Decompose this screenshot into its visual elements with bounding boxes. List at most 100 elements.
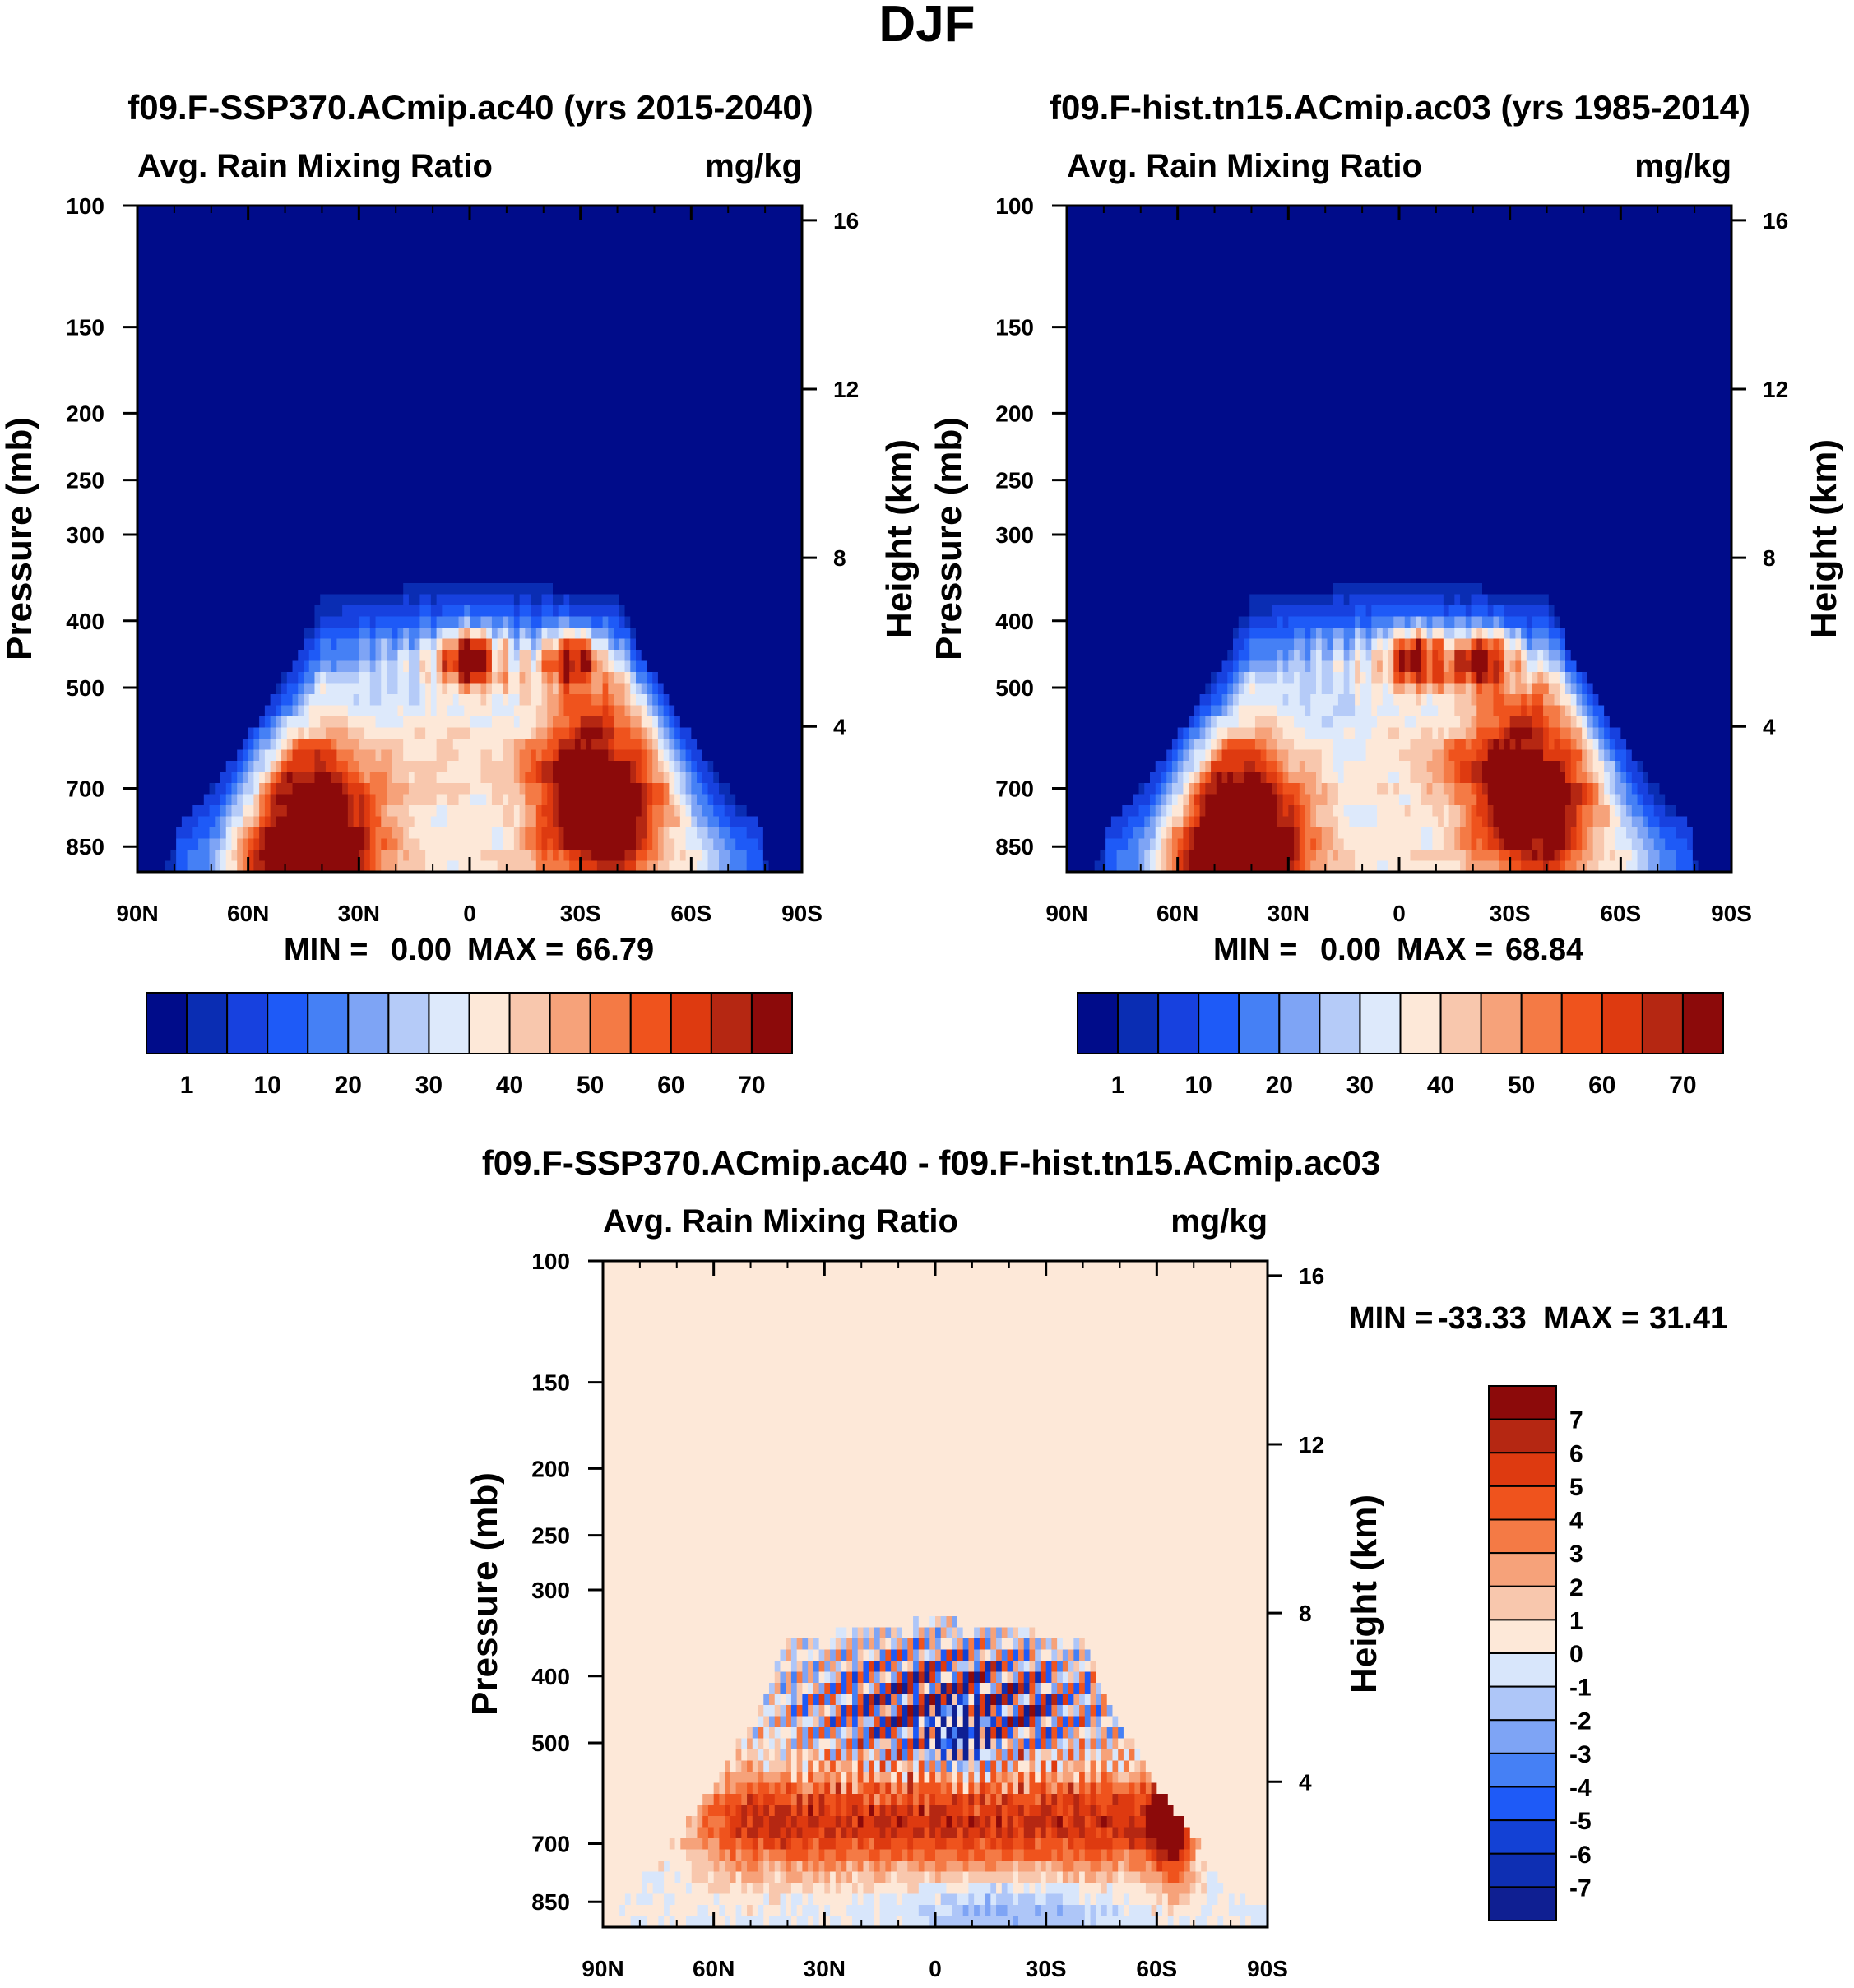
diff-cell [974,1816,980,1828]
right-cell [1150,794,1156,806]
diff-cell [935,1627,942,1639]
right-cell [1067,517,1732,529]
diff-cell [913,1838,936,1851]
diff-cell [769,1782,776,1795]
right-cell [1067,727,1179,739]
diff-cell [790,1827,798,1839]
right-cell [1333,850,1339,862]
left-cell [320,672,327,684]
diff-cell [874,1883,908,1895]
right-cell [1333,761,1345,773]
left-cell [531,650,537,662]
left-cell [286,761,316,773]
right-cell [1294,716,1323,729]
diff-cell [1073,1760,1086,1773]
diff-cell [802,1827,820,1839]
diff-cell [1029,1805,1041,1817]
diff-cell [830,1760,837,1773]
left-cell [237,860,243,873]
right-cell [1448,605,1467,618]
diff-cell [924,1727,930,1740]
left-cell [563,628,576,640]
left-cell [624,860,637,873]
diff-cell [918,1638,925,1651]
diff-cell [1073,1683,1080,1695]
diff-cell [841,1683,847,1695]
right-cell [1626,827,1638,840]
left-cell [381,838,387,850]
diff-cell [796,1661,803,1673]
diff-cell [968,1671,975,1684]
diff-cell [985,1827,991,1839]
diff-cell [830,1671,837,1684]
diff-cell [763,1738,770,1750]
left-cell [137,394,803,406]
diff-cell [802,1716,814,1728]
diff-cell [813,1871,820,1884]
diff-cell [974,1782,980,1795]
diff-cell [830,1749,837,1762]
diff-cell [896,1738,903,1750]
right-cell [1465,816,1472,828]
diff-cell [707,1883,731,1895]
left-cell [137,372,803,384]
left-xtick-label: 90N [116,901,158,926]
diff-cell [913,1727,920,1740]
diff-cell [962,1805,969,1817]
left-cell [436,650,443,662]
left-cell [685,794,692,806]
diff-cell [786,1671,792,1684]
diff-cell [952,1627,958,1639]
diff-cell [985,1794,991,1806]
right-cell [1305,816,1311,828]
diff-cell [707,1838,720,1851]
diff-cell [813,1760,820,1773]
left-cell [419,650,432,662]
left-cell [314,761,327,773]
diff-cell [1079,1871,1086,1884]
left-cell [735,838,758,850]
diff-cell [1068,1782,1074,1795]
diff-cell [962,1760,969,1773]
right-cell [1337,850,1356,862]
diff-cell [774,1871,781,1884]
left-cell [558,683,565,695]
diff-cell [990,1705,997,1717]
left-xtick-label: 60N [227,901,269,926]
diff-cell [1035,1627,1268,1639]
diff-cell [780,1827,786,1839]
left-cell [314,672,321,684]
diff-cell [1057,1827,1069,1839]
left-cell [762,850,803,862]
left-cell [541,638,554,651]
diff-cell [835,1849,847,1861]
left-cell [624,616,631,628]
left-cell [596,650,609,662]
diff-cell [962,1772,969,1784]
diff-cell [929,1627,936,1639]
right-cell [1643,816,1649,828]
left-cell [359,805,365,818]
diff-cell [1051,1716,1058,1728]
left-cell [442,605,465,618]
left-cell [491,638,498,651]
diff-cell [808,1671,814,1684]
diff-cell [1035,1683,1041,1695]
right-cell [1377,783,1389,795]
right-cell [1570,650,1732,662]
right-cell [1244,672,1250,684]
left-cell [663,850,675,862]
diff-cell [852,1627,859,1639]
left-cell [430,694,438,707]
diff-cell [1112,1849,1124,1861]
diff-cell [924,1638,930,1651]
diff-cell [979,1794,986,1806]
right-cell [1487,650,1499,662]
diff-cell [1240,1893,1246,1906]
right-cell [1665,805,1677,818]
right-cell [1465,739,1472,751]
diff-cell [835,1627,847,1639]
right-cell [1454,650,1467,662]
left-cell [563,694,592,707]
left-cell [525,838,537,850]
